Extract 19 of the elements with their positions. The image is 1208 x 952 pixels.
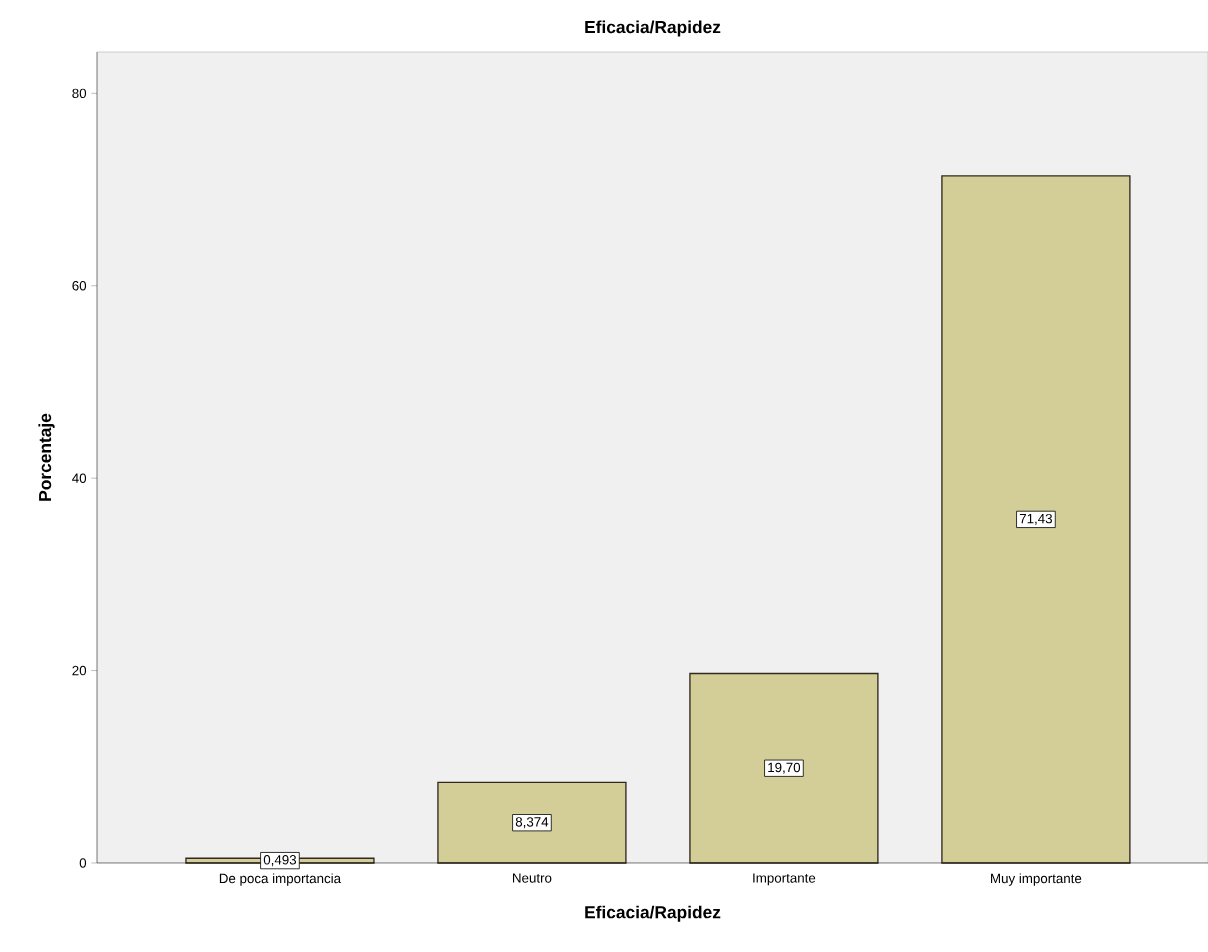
x-axis-title: Eficacia/Rapidez [585, 905, 721, 922]
data-label: 71,43 [1019, 513, 1052, 525]
y-tick-label: 0 [79, 858, 87, 868]
data-label: 8,374 [515, 817, 549, 829]
data-label: 0,493 [263, 855, 297, 867]
x-tick-label: Importante [753, 873, 816, 886]
chart-title: Eficacia/Rapidez [585, 20, 721, 37]
y-tick-label: 40 [72, 473, 87, 483]
y-tick-label: 80 [72, 88, 87, 99]
y-tick-label: 60 [72, 281, 87, 291]
x-tick-label: Muy importante [991, 873, 1082, 886]
bar [941, 175, 1131, 864]
x-tick-label: Neutro [513, 873, 552, 883]
bar [689, 672, 879, 864]
y-tick-label: 20 [72, 665, 87, 676]
y-axis-title: Porcentaje [38, 413, 55, 501]
bar [437, 781, 627, 864]
x-tick-label: De poca importancia [219, 873, 342, 886]
data-label: 19,70 [768, 762, 801, 774]
